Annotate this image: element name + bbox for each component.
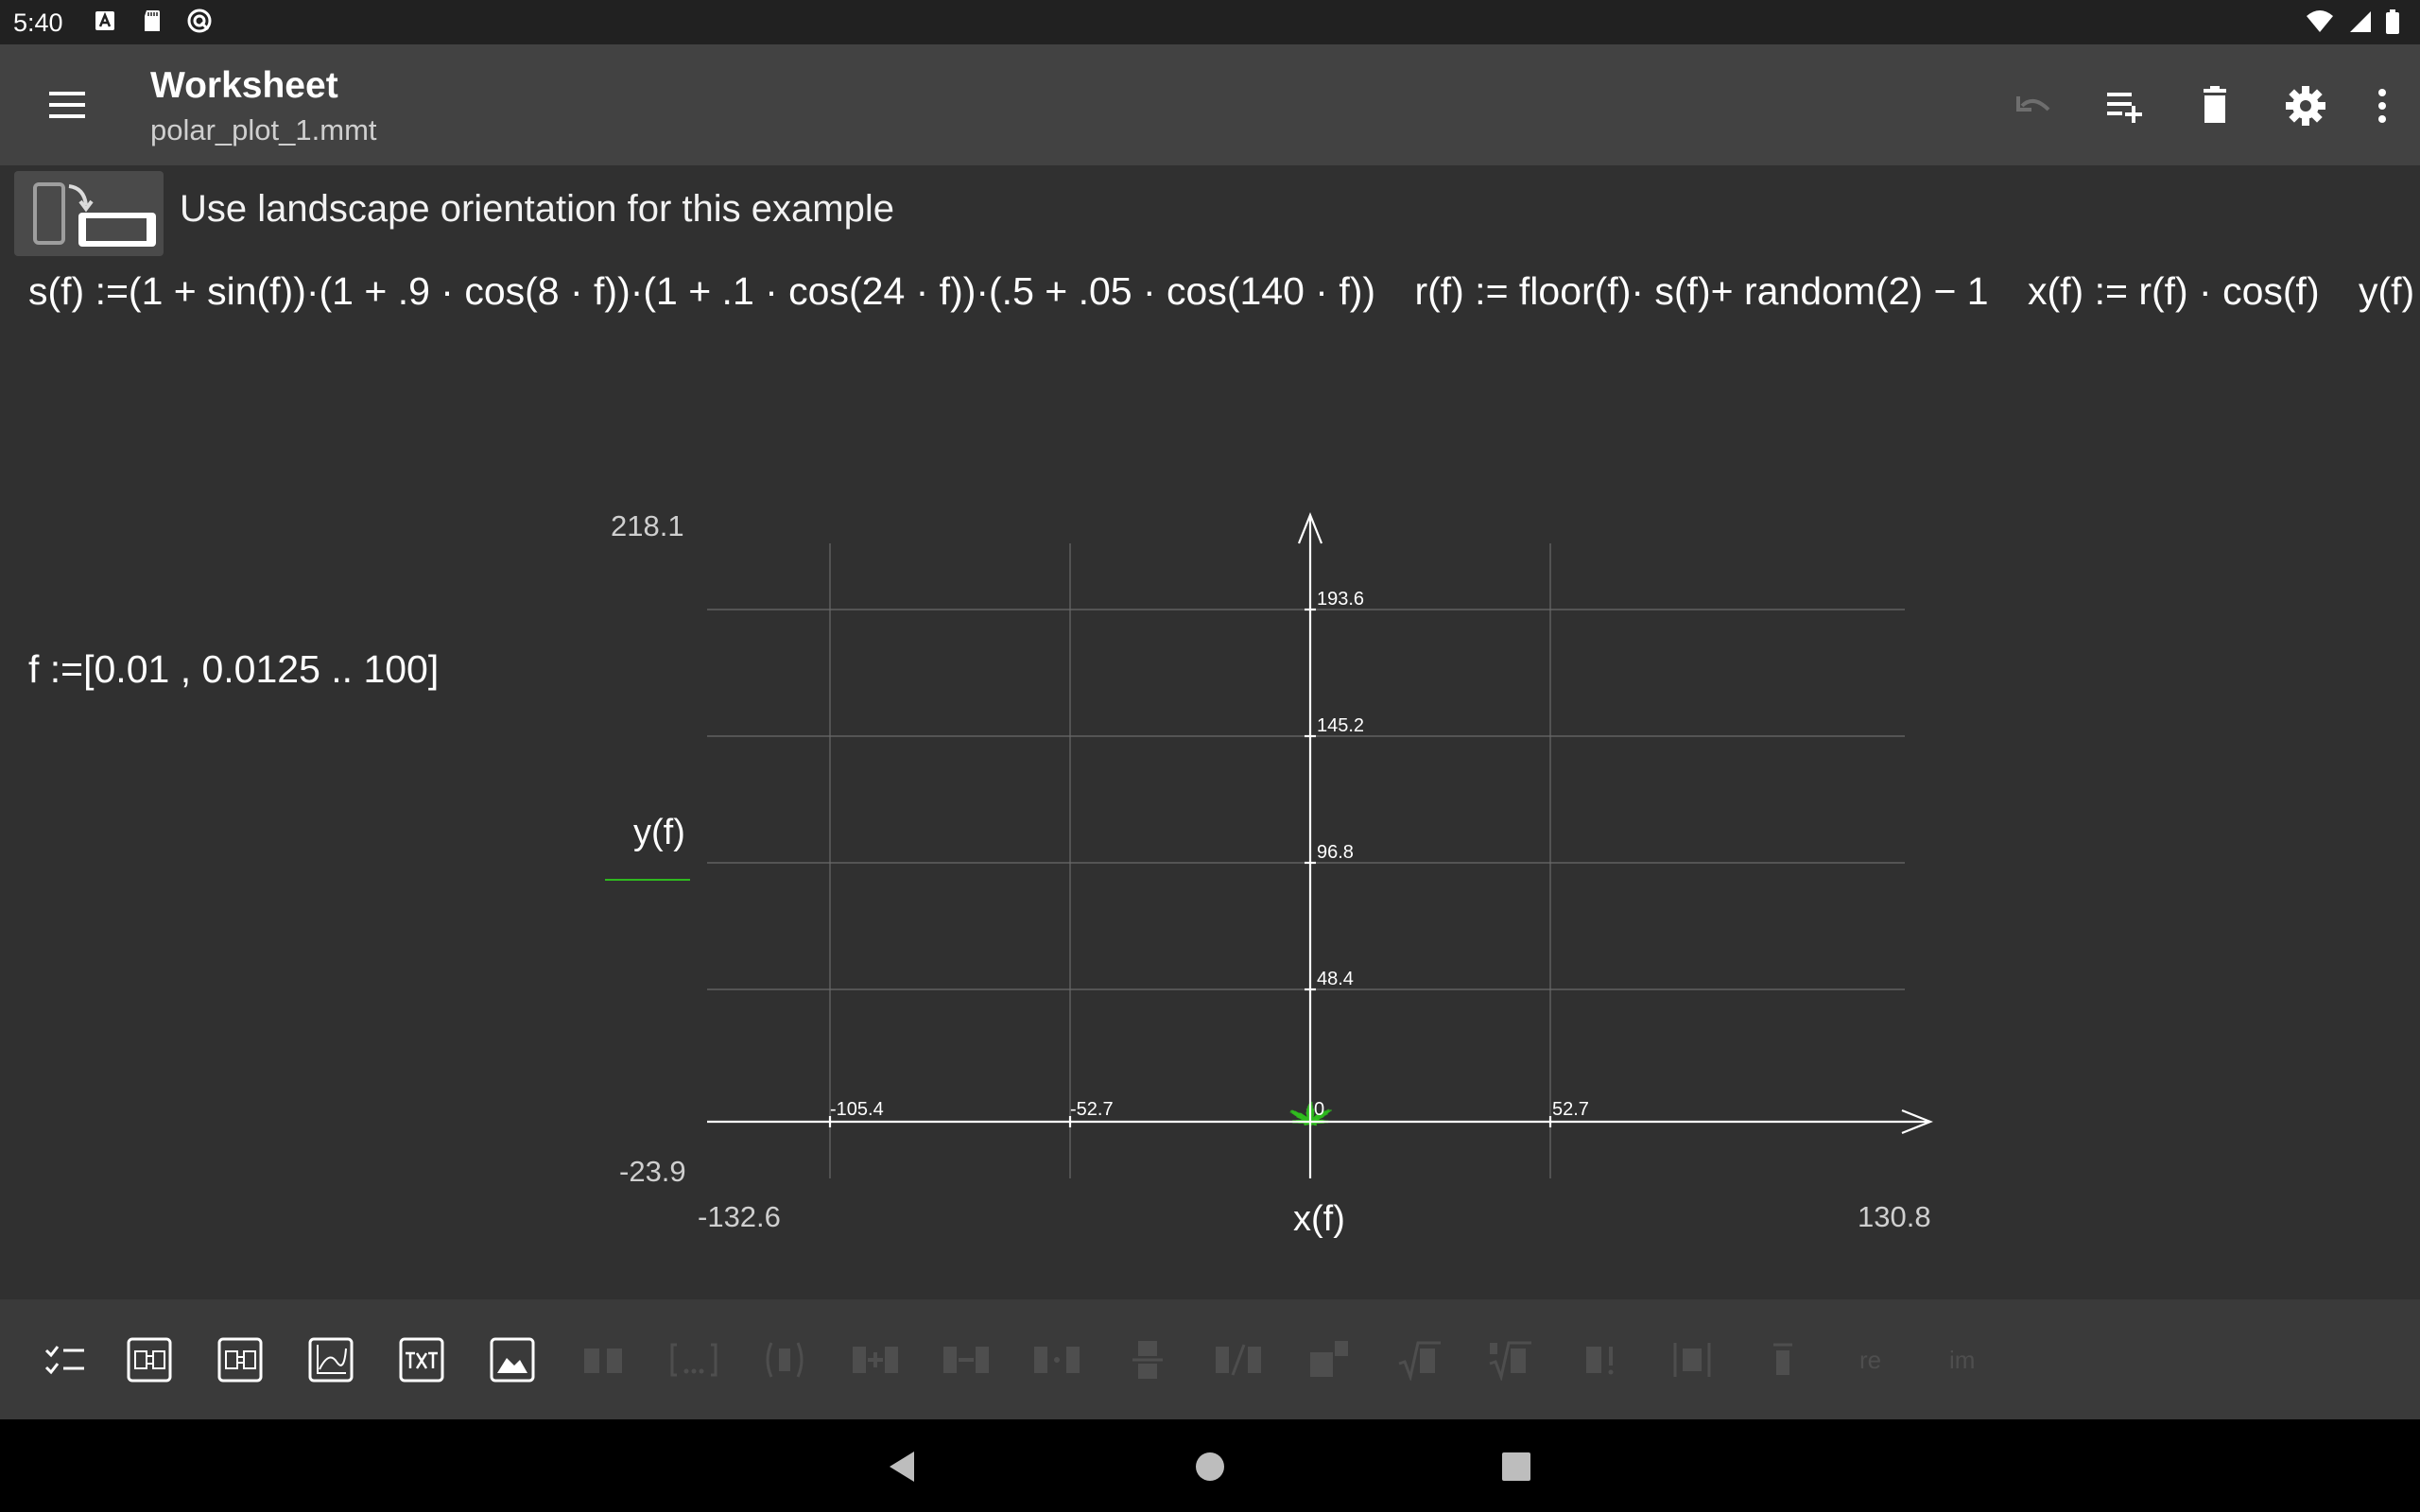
divide-icon[interactable] xyxy=(1214,1335,1263,1384)
interval-icon[interactable] xyxy=(579,1335,628,1384)
minus-icon[interactable] xyxy=(942,1335,991,1384)
fraction-icon[interactable] xyxy=(1123,1335,1172,1384)
multiply-icon[interactable] xyxy=(1032,1335,1081,1384)
bottom-toolbar: re im xyxy=(0,1299,2420,1419)
formula-y[interactable]: y(f) := xyxy=(2359,269,2420,313)
sync-icon xyxy=(185,7,214,35)
y-axis-label: y(f) xyxy=(633,813,685,852)
svg-text:im: im xyxy=(1949,1346,1975,1374)
formula-r[interactable]: r(f) := floor(f)· s(f)+ random(2) − 1 xyxy=(1414,269,1989,313)
app-bar: Worksheet polar_plot_1.mmt xyxy=(0,44,2420,165)
settings-icon[interactable] xyxy=(2282,82,2329,129)
y-tick-label: 48.4 xyxy=(1317,969,1354,989)
home-icon[interactable] xyxy=(1191,1448,1229,1486)
sqrt-icon[interactable] xyxy=(1395,1335,1444,1384)
rotate-device-icon xyxy=(14,171,164,256)
text-icon[interactable] xyxy=(397,1335,446,1384)
battery-icon xyxy=(2384,8,2401,43)
y-tick-label: 96.8 xyxy=(1317,842,1354,863)
formula-x[interactable]: x(f) := r(f) · cos(f) xyxy=(2028,269,2320,313)
vector-icon[interactable] xyxy=(669,1335,718,1384)
formula-row: s(f) :=(1 + sin(f))·(1 + .9 · cos(8 · f)… xyxy=(28,269,2420,345)
menu-icon[interactable] xyxy=(45,86,89,124)
parentheses-icon[interactable] xyxy=(760,1335,809,1384)
recents-icon[interactable] xyxy=(1497,1448,1535,1486)
signal-icon xyxy=(2346,8,2373,43)
equation-icon[interactable] xyxy=(125,1335,174,1384)
conjugate-icon[interactable] xyxy=(1758,1335,1807,1384)
x-max-label: 130.8 xyxy=(1858,1200,1931,1233)
svg-text:re: re xyxy=(1859,1346,1881,1374)
y-min-label: -23.9 xyxy=(619,1155,686,1188)
factorial-icon[interactable] xyxy=(1577,1335,1626,1384)
formula-s[interactable]: s(f) :=(1 + sin(f))·(1 + .9 · cos(8 · f)… xyxy=(28,269,1376,313)
abs-icon[interactable] xyxy=(1668,1335,1717,1384)
x-min-label: -132.6 xyxy=(698,1200,781,1233)
delete-icon[interactable] xyxy=(2191,82,2238,129)
y-tick-label: 145.2 xyxy=(1317,715,1364,736)
x-tick-label: -105.4 xyxy=(830,1099,884,1120)
file-name: polar_plot_1.mmt xyxy=(150,113,377,146)
nth-root-icon[interactable] xyxy=(1486,1335,1535,1384)
x-tick-label: 0 xyxy=(1314,1099,1324,1120)
y-max-label: 218.1 xyxy=(611,509,684,542)
curve-segment xyxy=(1308,1120,1317,1126)
x-tick-label: -52.7 xyxy=(1070,1099,1114,1120)
add-line-icon[interactable] xyxy=(2100,82,2148,129)
image-icon[interactable] xyxy=(488,1335,537,1384)
status-time: 5:40 xyxy=(13,9,63,37)
back-icon[interactable] xyxy=(884,1448,922,1486)
wifi-icon xyxy=(2305,8,2335,43)
plot-area[interactable]: -105.4 -52.7 0 52.7 193.6 145.2 96.8 48.… xyxy=(586,335,1957,1252)
plot-grid xyxy=(707,543,1905,1178)
navigation-bar xyxy=(0,1419,2420,1512)
more-options-icon[interactable] xyxy=(2373,82,2392,129)
x-axis-label: x(f) xyxy=(1293,1199,1345,1239)
worksheet: Use landscape orientation for this examp… xyxy=(0,165,2420,1435)
plus-icon[interactable] xyxy=(851,1335,900,1384)
plot-axes xyxy=(707,512,1933,1178)
power-icon[interactable] xyxy=(1305,1335,1354,1384)
sd-card-icon xyxy=(138,7,166,35)
status-bar: 5:40 xyxy=(0,0,2420,44)
real-part-icon[interactable]: re xyxy=(1849,1335,1898,1384)
undo-icon[interactable] xyxy=(2010,82,2057,129)
y-tick-label: 193.6 xyxy=(1317,589,1364,610)
imaginary-part-icon[interactable]: im xyxy=(1940,1335,1989,1384)
plot-icon[interactable] xyxy=(306,1335,355,1384)
checklist-icon[interactable] xyxy=(41,1335,90,1384)
hint-text: Use landscape orientation for this examp… xyxy=(180,188,894,230)
result-icon[interactable] xyxy=(216,1335,265,1384)
page-title: Worksheet xyxy=(150,65,338,106)
font-icon xyxy=(91,7,119,35)
range-definition[interactable]: f :=[0.01 , 0.0125 .. 100] xyxy=(28,647,440,691)
x-tick-label: 52.7 xyxy=(1552,1099,1589,1120)
